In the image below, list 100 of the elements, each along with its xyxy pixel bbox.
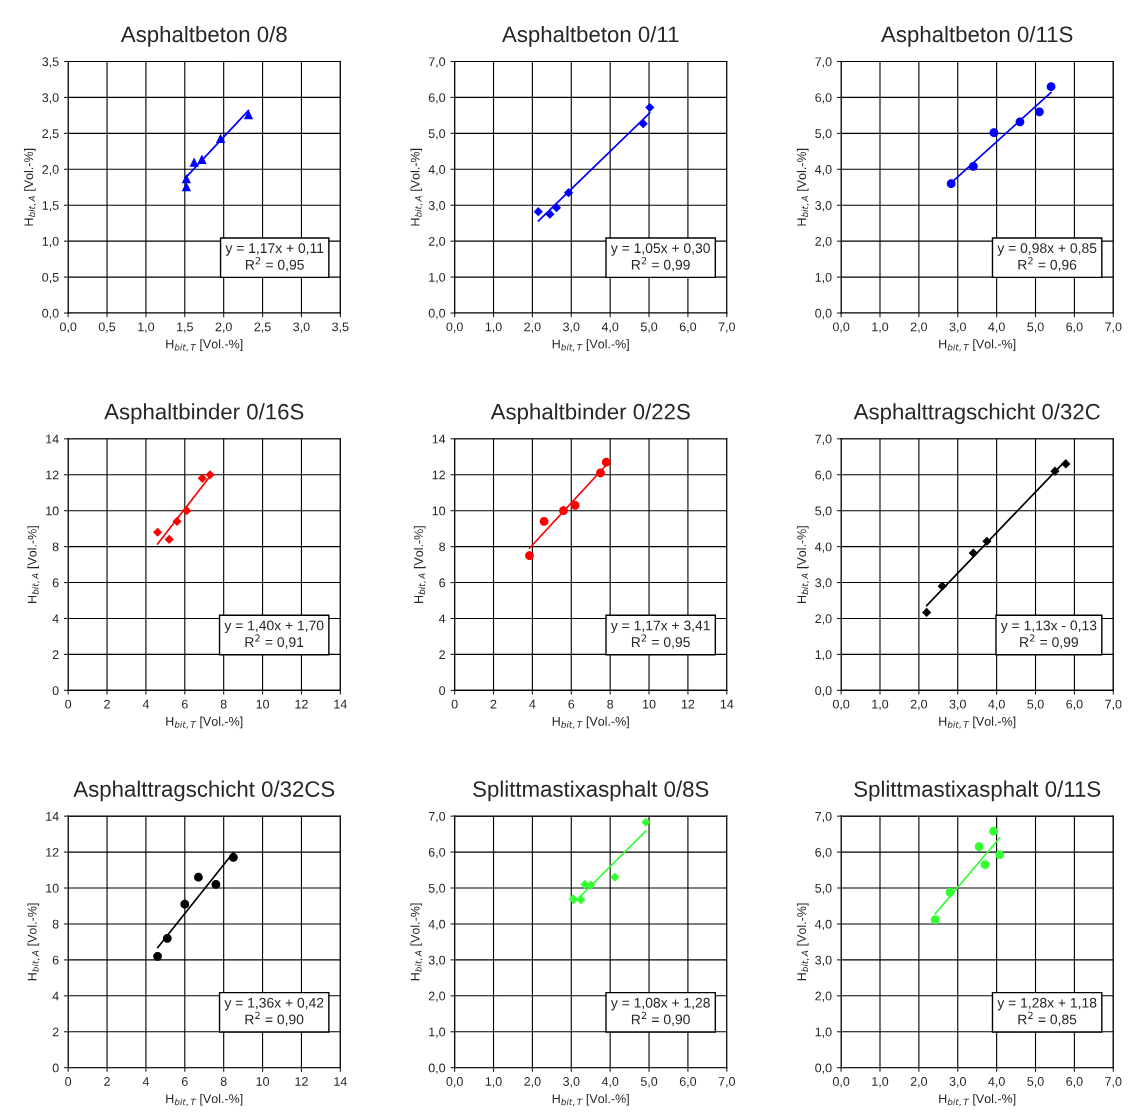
- y-tick-label: 7,0: [815, 434, 832, 445]
- y-axis-title: H$_{bit,A}$ [Vol.-%]: [413, 526, 427, 603]
- point: [189, 157, 199, 167]
- annotation: R$^{2}$ = 0,95: [631, 634, 690, 649]
- point: [945, 887, 955, 897]
- y-tick-label: 2,5: [42, 129, 59, 140]
- y-tick-label: 5,0: [815, 506, 832, 517]
- x-tick-label: 0: [65, 699, 72, 709]
- x-tick-label: 0,5: [98, 322, 116, 333]
- annotation: R$^{2}$ = 0,99: [1020, 634, 1078, 649]
- x-axis-title: H$_{bit,T}$ [Vol.-%]: [552, 1093, 629, 1107]
- y-tick-label: 1,0: [815, 272, 832, 284]
- x-tick-label: 2: [104, 699, 110, 709]
- point: [563, 188, 574, 198]
- point: [153, 951, 162, 961]
- y-tick-label: 10: [46, 883, 59, 893]
- y-axis-title: H$_{bit,A}$ [Vol.-%]: [27, 903, 40, 981]
- x-tick-label: 5,0: [1027, 1077, 1044, 1088]
- x-tick-label: 6,0: [1066, 699, 1083, 711]
- point: [968, 162, 978, 171]
- y-tick-label: 2,0: [428, 236, 446, 248]
- y-tick-label: 0: [52, 1063, 59, 1073]
- x-tick-label: 4,0: [601, 322, 619, 333]
- x-tick-label: 10: [643, 699, 656, 709]
- y-tick-label: 5,0: [815, 883, 832, 895]
- x-tick-label: 1,5: [177, 322, 193, 333]
- x-tick-label: 0,0: [832, 322, 850, 333]
- point: [1015, 117, 1025, 127]
- annotation: R$^{2}$ = 0,90: [631, 1011, 690, 1026]
- y-tick-label: 6,0: [428, 93, 446, 104]
- x-tick-label: 1,0: [872, 1077, 889, 1088]
- x-tick-label: 5,0: [640, 1077, 658, 1088]
- point: [197, 473, 207, 483]
- point: [182, 506, 192, 516]
- x-tick-label: 2,0: [910, 322, 928, 333]
- annotation: y = 1,08x + 1,28: [610, 997, 710, 1011]
- y-tick-label: 0: [439, 686, 446, 696]
- annotation: y = 0,98x + 0,85: [997, 243, 1097, 256]
- point: [570, 500, 580, 510]
- x-tick-label: 8: [220, 699, 227, 709]
- y-tick-label: 10: [46, 506, 59, 516]
- x-tick-label: 6,0: [1066, 322, 1083, 333]
- y-tick-label: 1,0: [815, 1027, 832, 1038]
- x-tick-label: 2,5: [254, 322, 271, 333]
- x-tick-label: 12: [295, 699, 308, 709]
- x-tick-label: 12: [295, 1077, 308, 1086]
- x-tick-label: 6,0: [1066, 1077, 1083, 1088]
- point: [152, 527, 163, 537]
- point: [576, 895, 586, 905]
- y-tick-label: 4,0: [815, 919, 832, 931]
- x-tick-label: 6,0: [679, 322, 697, 333]
- x-tick-label: 14: [334, 699, 347, 709]
- point: [180, 899, 190, 909]
- x-tick-label: 0,0: [59, 322, 77, 333]
- y-tick-label: 1,5: [42, 201, 59, 212]
- annotation: y = 1,05x + 0,30: [610, 243, 710, 256]
- x-axis-title: H$_{bit,T}$ [Vol.-%]: [939, 1093, 1016, 1107]
- y-tick-label: 7,0: [428, 57, 446, 68]
- x-tick-label: 7,0: [1105, 699, 1122, 711]
- y-tick-label: 7,0: [815, 811, 832, 823]
- point: [215, 133, 226, 144]
- annotation: y = 1,17x + 0,11: [225, 243, 324, 256]
- x-tick-label: 2,0: [524, 322, 541, 333]
- y-tick-label: 2,0: [42, 165, 59, 176]
- x-tick-label: 2,0: [524, 1077, 541, 1088]
- annotation: y = 1,40x + 1,70: [224, 620, 324, 634]
- x-tick-label: 4: [529, 699, 536, 709]
- point: [551, 203, 562, 213]
- chart-title: Splittmastixasphalt 0/8S: [473, 780, 709, 802]
- y-tick-label: 4,0: [815, 165, 832, 176]
- x-tick-label: 2,0: [910, 699, 928, 711]
- point: [1061, 459, 1071, 469]
- y-tick-label: 0,0: [815, 1063, 832, 1074]
- x-axis-title: H$_{bit,T}$ [Vol.-%]: [939, 339, 1016, 352]
- chart-title: Asphalttragschicht 0/32C: [853, 403, 1100, 424]
- x-tick-label: 10: [256, 699, 270, 709]
- y-tick-label: 3,0: [428, 201, 446, 212]
- point: [162, 933, 172, 943]
- y-tick-label: 12: [46, 470, 59, 480]
- x-tick-label: 5,0: [1027, 322, 1044, 333]
- x-tick-label: 4,0: [988, 322, 1005, 333]
- point: [610, 872, 620, 882]
- y-tick-label: 4,0: [815, 542, 832, 553]
- point: [980, 860, 990, 870]
- y-tick-label: 2: [52, 650, 59, 659]
- x-tick-label: 1,0: [138, 322, 155, 333]
- x-tick-label: 5,0: [640, 322, 658, 333]
- y-tick-label: 6,0: [815, 847, 832, 859]
- y-tick-label: 0,0: [428, 308, 446, 320]
- y-tick-label: 3,0: [42, 93, 59, 104]
- annotation: R$^{2}$ = 0,99: [631, 257, 690, 272]
- x-tick-label: 10: [256, 1077, 270, 1086]
- point: [181, 173, 192, 184]
- point: [197, 154, 207, 164]
- x-tick-label: 12: [681, 699, 695, 709]
- x-tick-label: 3,0: [563, 1077, 580, 1088]
- annotation: R$^{2}$ = 0,95: [245, 257, 304, 272]
- point: [995, 850, 1005, 859]
- y-tick-label: 6: [52, 955, 59, 965]
- y-tick-label: 3,0: [428, 955, 446, 967]
